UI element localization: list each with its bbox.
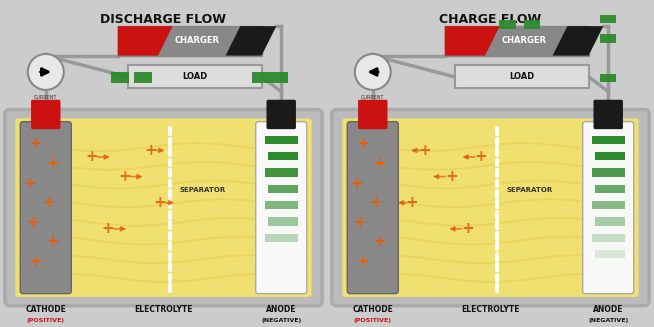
Text: CATHODE: CATHODE [353,304,393,314]
Circle shape [27,54,64,90]
FancyBboxPatch shape [118,26,262,56]
Text: (POSITIVE): (POSITIVE) [27,318,65,323]
Text: +: + [419,143,432,158]
Bar [268,185,298,193]
Bar [500,20,516,29]
Bar [595,250,625,258]
Text: +: + [144,143,157,158]
Text: +: + [29,254,43,269]
Bar [252,72,269,83]
Text: LOAD: LOAD [182,72,207,81]
Bar [265,234,298,242]
Bar [268,152,298,160]
Polygon shape [118,26,173,56]
Text: +: + [370,195,383,210]
Text: DISCHARGE FLOW: DISCHARGE FLOW [101,13,226,26]
Text: +: + [373,234,386,250]
Text: +: + [373,156,386,171]
Text: +: + [118,169,131,184]
Text: +: + [350,176,363,191]
Text: ANODE: ANODE [266,304,296,314]
Text: ELECTROLYTE: ELECTROLYTE [461,304,520,314]
Polygon shape [226,26,276,56]
FancyBboxPatch shape [31,100,60,129]
Text: +: + [405,195,419,210]
Text: +: + [154,195,167,210]
Text: CHARGER: CHARGER [502,36,546,45]
FancyBboxPatch shape [583,122,634,294]
Text: (NEGATIVE): (NEGATIVE) [588,318,628,323]
FancyBboxPatch shape [347,122,398,294]
Text: +: + [46,156,59,171]
Text: CHARGE FLOW: CHARGE FLOW [439,13,542,26]
FancyBboxPatch shape [20,122,71,294]
FancyBboxPatch shape [358,100,387,129]
FancyBboxPatch shape [267,100,296,129]
Text: +: + [445,169,458,184]
FancyBboxPatch shape [445,26,589,56]
Text: (POSITIVE): (POSITIVE) [354,318,392,323]
Polygon shape [553,26,604,56]
Bar [265,136,298,144]
Bar [269,72,288,83]
Text: +: + [85,149,98,164]
Text: ANODE: ANODE [593,304,623,314]
Bar [600,15,617,23]
Text: (NEGATIVE): (NEGATIVE) [261,318,301,323]
Bar [595,217,625,226]
Bar [268,217,298,226]
FancyBboxPatch shape [256,122,307,294]
FancyBboxPatch shape [5,110,322,306]
Polygon shape [445,26,500,56]
Bar [600,74,617,82]
Text: +: + [356,254,370,269]
Bar [524,20,540,29]
Bar [134,72,152,83]
Text: ELECTROLYTE: ELECTROLYTE [134,304,193,314]
Bar [595,185,625,193]
FancyBboxPatch shape [128,65,262,88]
Bar [592,136,625,144]
Bar [592,234,625,242]
Bar [265,168,298,177]
Bar [592,201,625,209]
Text: LOAD: LOAD [509,72,534,81]
FancyBboxPatch shape [594,100,623,129]
Text: +: + [23,176,36,191]
Bar [595,152,625,160]
Text: CURRENT: CURRENT [34,95,58,100]
Text: CURRENT: CURRENT [361,95,385,100]
FancyBboxPatch shape [332,110,649,306]
Text: +: + [353,215,366,230]
Text: +: + [29,136,43,151]
FancyBboxPatch shape [16,118,311,297]
Text: +: + [26,215,39,230]
Text: +: + [43,195,56,210]
Text: CATHODE: CATHODE [26,304,66,314]
Bar [265,201,298,209]
Text: +: + [46,234,59,250]
Text: +: + [101,221,114,236]
Text: +: + [356,136,370,151]
Bar [600,34,617,43]
Circle shape [354,54,391,90]
Text: +: + [461,221,474,236]
FancyBboxPatch shape [455,65,589,88]
Text: CHARGER: CHARGER [175,36,219,45]
Text: SEPARATOR: SEPARATOR [180,187,226,193]
Bar [592,168,625,177]
FancyBboxPatch shape [343,118,638,297]
Bar [111,72,129,83]
Text: SEPARATOR: SEPARATOR [507,187,553,193]
Text: +: + [474,149,487,164]
